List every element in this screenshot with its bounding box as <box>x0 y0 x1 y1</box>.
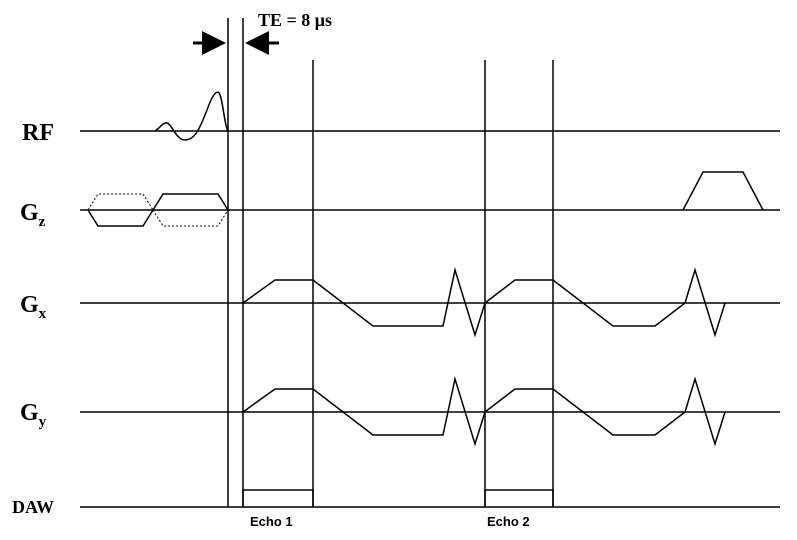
timing-lines <box>227 18 554 507</box>
gx-waveform <box>242 267 726 338</box>
echo-label: Echo 1 <box>250 514 293 529</box>
gy-waveform <box>242 376 726 447</box>
te-annotation: TE = 8 μs <box>258 10 332 30</box>
baselines <box>80 130 780 508</box>
rf-pulse <box>154 91 229 141</box>
row-label: Gy <box>20 400 47 430</box>
daw-windows <box>242 489 554 507</box>
row-label: DAW <box>12 497 54 517</box>
gz-waveform <box>87 171 764 227</box>
echo-label: Echo 2 <box>487 514 530 529</box>
row-label: Gz <box>20 200 46 230</box>
row-label: Gx <box>20 292 47 322</box>
row-label: RF <box>22 120 54 146</box>
